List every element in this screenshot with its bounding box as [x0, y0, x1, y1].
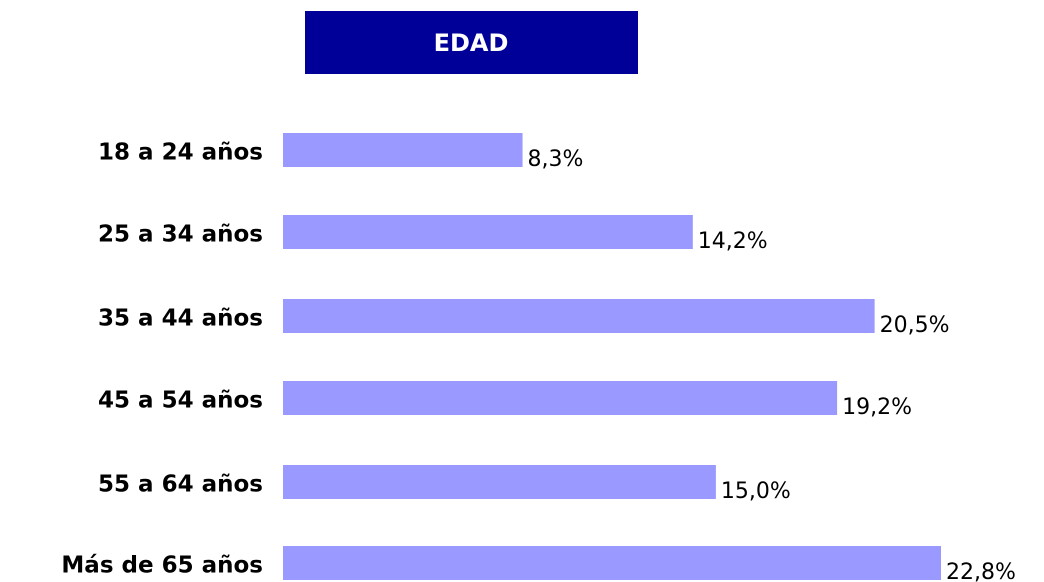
value-label: 20,5% — [880, 313, 950, 338]
category-label: 18 a 24 años — [98, 140, 263, 166]
value-label: 8,3% — [528, 147, 584, 172]
category-label: 45 a 54 años — [98, 388, 263, 414]
bar — [283, 465, 716, 499]
value-label: 15,0% — [721, 479, 791, 504]
title-box — [305, 11, 638, 74]
category-label: 35 a 44 años — [98, 306, 263, 332]
category-label: Más de 65 años — [61, 553, 263, 579]
chart-title: EDAD — [434, 29, 509, 57]
bar — [283, 299, 875, 333]
value-label: 19,2% — [842, 395, 912, 420]
bar — [283, 215, 693, 249]
category-label: 55 a 64 años — [98, 472, 263, 498]
value-label: 22,8% — [946, 560, 1016, 582]
value-label: 14,2% — [698, 229, 768, 254]
bar — [283, 546, 941, 580]
category-label: 25 a 34 años — [98, 222, 263, 248]
bar — [283, 133, 523, 167]
bar — [283, 381, 838, 415]
